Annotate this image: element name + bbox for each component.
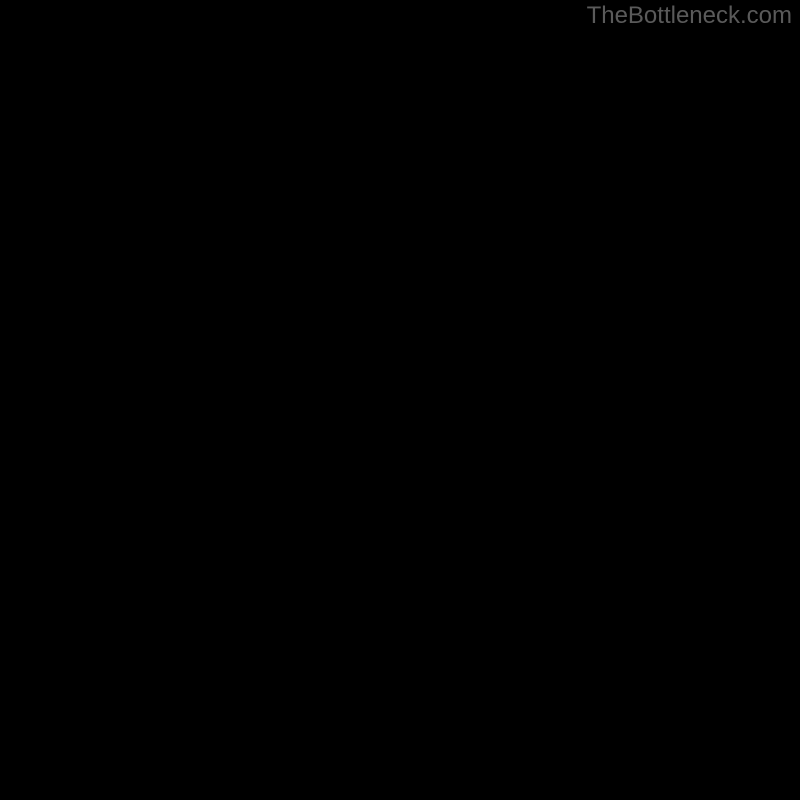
watermark-label: TheBottleneck.com — [587, 2, 792, 29]
chart-frame — [0, 0, 800, 800]
watermark-text: TheBottleneck.com — [587, 2, 792, 30]
